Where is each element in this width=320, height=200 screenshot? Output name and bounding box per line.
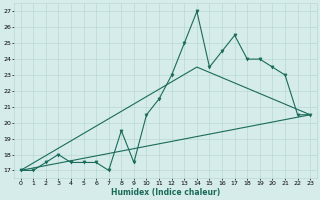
X-axis label: Humidex (Indice chaleur): Humidex (Indice chaleur) [111, 188, 220, 197]
